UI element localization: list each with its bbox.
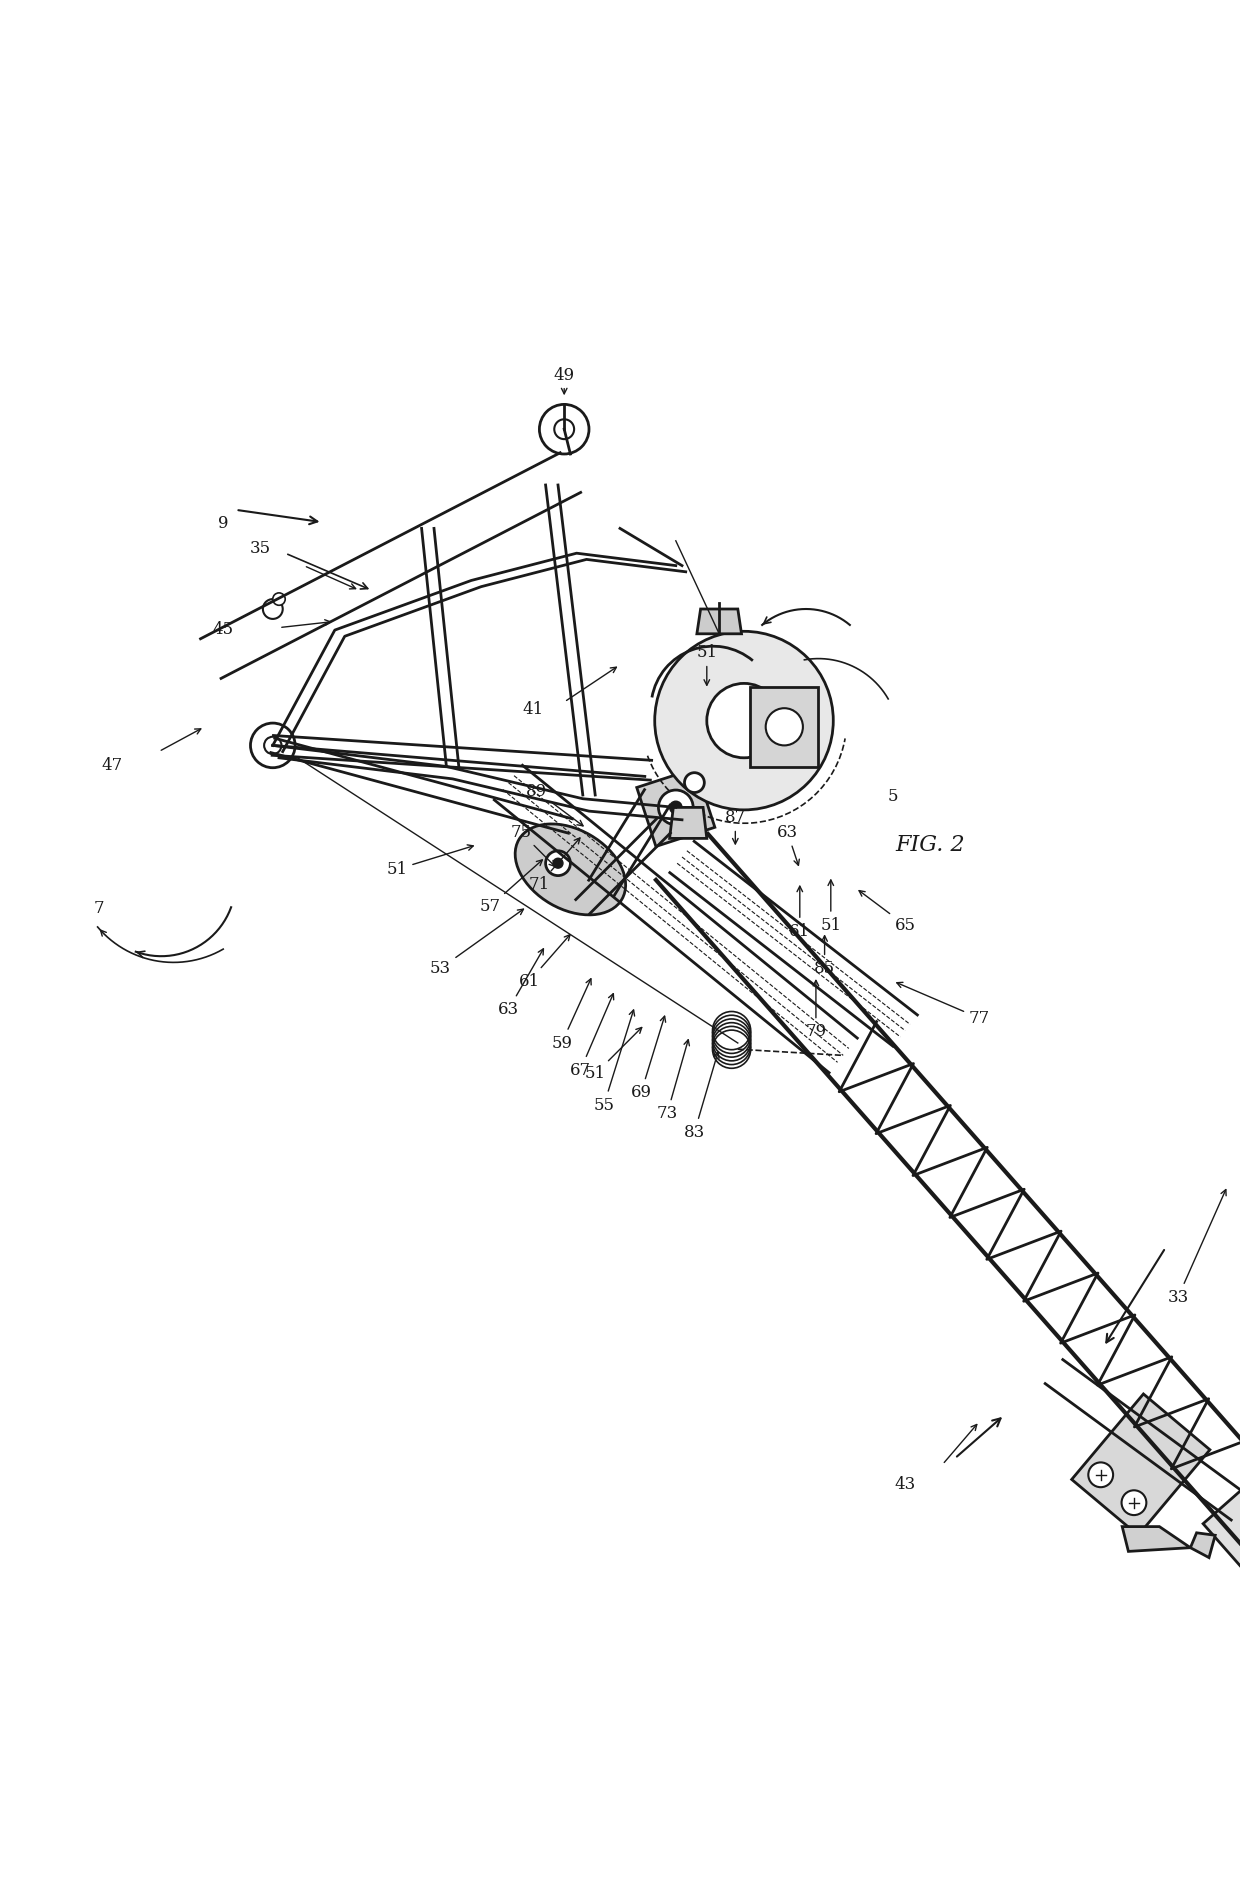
Circle shape <box>670 802 682 813</box>
Text: 43: 43 <box>894 1476 916 1493</box>
Text: 55: 55 <box>594 1011 635 1113</box>
Text: 85: 85 <box>813 935 836 977</box>
Text: 9: 9 <box>218 515 228 532</box>
Text: 71: 71 <box>528 838 580 893</box>
Text: 79: 79 <box>805 980 827 1041</box>
Text: 7: 7 <box>94 901 104 918</box>
Circle shape <box>765 709 804 745</box>
Text: 49: 49 <box>553 367 575 384</box>
Text: 51: 51 <box>386 846 474 878</box>
Text: 63: 63 <box>497 948 543 1018</box>
Text: 53: 53 <box>429 908 523 977</box>
Circle shape <box>250 724 295 768</box>
Text: 41: 41 <box>522 701 544 718</box>
Text: 89: 89 <box>526 783 583 826</box>
Text: 63: 63 <box>776 825 800 864</box>
Circle shape <box>554 420 574 439</box>
Text: 51: 51 <box>820 880 842 933</box>
Text: 73: 73 <box>656 1039 689 1123</box>
Circle shape <box>273 593 285 606</box>
Circle shape <box>684 773 704 792</box>
Text: 61: 61 <box>518 935 570 990</box>
Circle shape <box>264 737 281 754</box>
Circle shape <box>539 405 589 454</box>
Circle shape <box>1121 1490 1146 1514</box>
Text: 77: 77 <box>897 982 991 1026</box>
Circle shape <box>546 851 570 876</box>
Text: 57: 57 <box>479 861 542 916</box>
Polygon shape <box>670 808 707 838</box>
Text: 51: 51 <box>696 644 718 686</box>
Circle shape <box>553 859 563 868</box>
Text: 35: 35 <box>249 540 272 557</box>
Circle shape <box>655 631 833 809</box>
Text: 87: 87 <box>724 809 746 844</box>
Text: 51: 51 <box>584 1028 642 1083</box>
Ellipse shape <box>515 825 626 916</box>
Polygon shape <box>1190 1533 1215 1558</box>
Text: 67: 67 <box>569 994 614 1079</box>
Text: 83: 83 <box>683 1053 719 1140</box>
Text: 65: 65 <box>859 891 915 933</box>
Polygon shape <box>697 610 742 635</box>
Text: 45: 45 <box>212 621 234 638</box>
Text: 33: 33 <box>1167 1189 1226 1305</box>
Text: 75: 75 <box>510 825 556 866</box>
Text: 5: 5 <box>888 788 898 806</box>
Polygon shape <box>750 686 818 768</box>
Text: 69: 69 <box>631 1017 666 1102</box>
Circle shape <box>658 790 693 825</box>
Text: 47: 47 <box>100 758 123 773</box>
Circle shape <box>707 684 781 758</box>
Text: 59: 59 <box>552 978 591 1051</box>
Polygon shape <box>1203 1457 1240 1607</box>
Text: 61: 61 <box>789 885 811 940</box>
Polygon shape <box>636 768 715 847</box>
Text: FIG. 2: FIG. 2 <box>895 834 965 855</box>
Polygon shape <box>1071 1395 1210 1535</box>
Circle shape <box>1089 1463 1114 1488</box>
Circle shape <box>263 598 283 619</box>
Polygon shape <box>1122 1526 1190 1552</box>
